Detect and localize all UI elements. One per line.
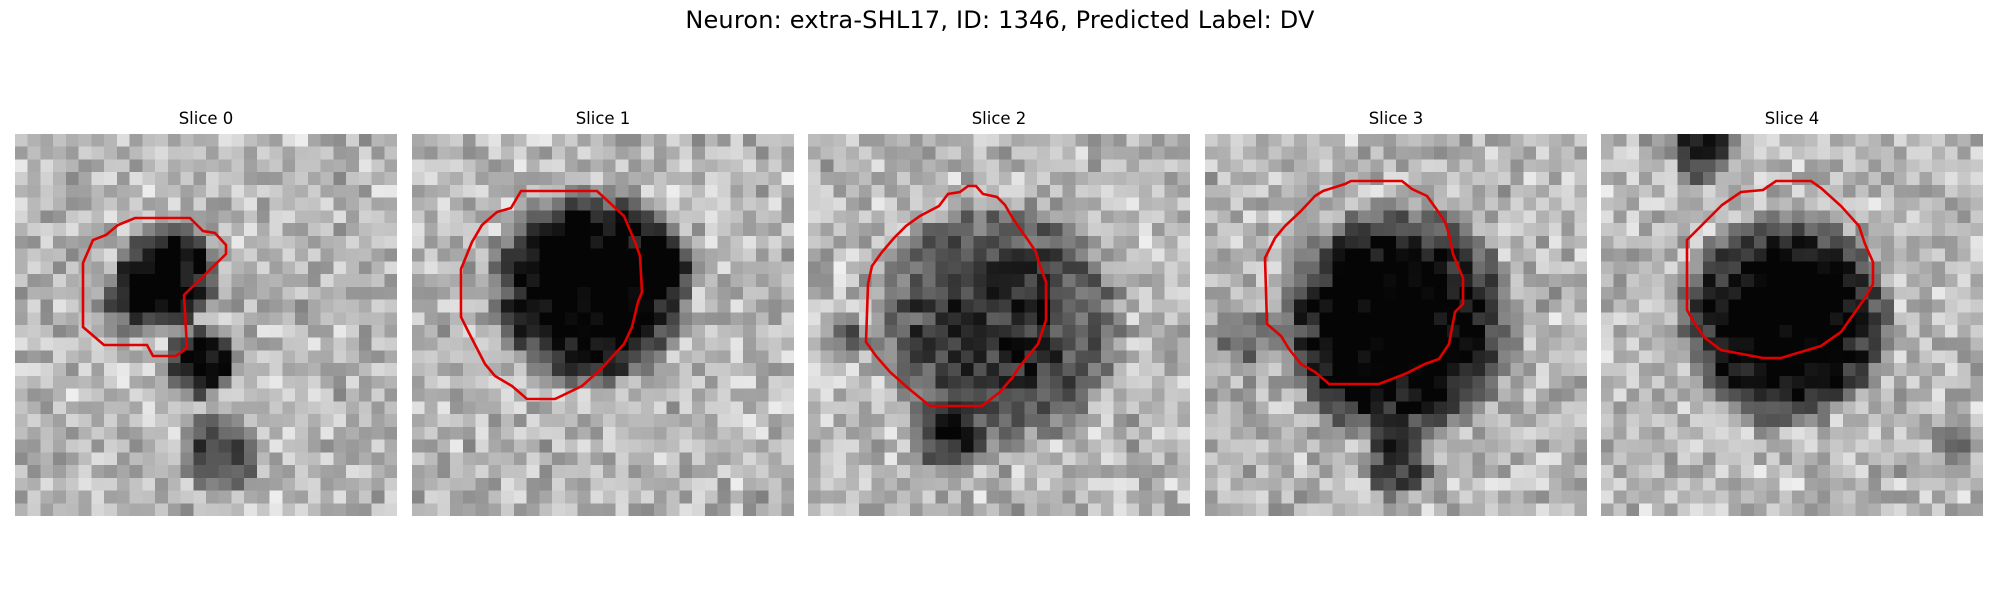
neuron-contour-2 bbox=[864, 184, 1048, 408]
slice-title-1: Slice 1 bbox=[575, 109, 631, 128]
slice-image-2 bbox=[808, 134, 1190, 516]
neuron-contour-1 bbox=[459, 189, 644, 401]
slice-title-2: Slice 2 bbox=[971, 109, 1027, 128]
contour-overlay-0 bbox=[81, 216, 228, 358]
neuron-contour-3 bbox=[1263, 179, 1465, 386]
slice-panel-2: Slice 2 bbox=[808, 108, 1190, 516]
contour-overlay-4 bbox=[1685, 179, 1875, 360]
slice-title-4: Slice 4 bbox=[1764, 109, 1820, 128]
slice-image-3 bbox=[1205, 134, 1587, 516]
slice-panel-4: Slice 4 bbox=[1601, 108, 1983, 516]
slice-panel-1: Slice 1 bbox=[412, 108, 794, 516]
slice-image-1 bbox=[412, 134, 794, 516]
grayscale-slice-0 bbox=[15, 134, 397, 516]
slice-title-3: Slice 3 bbox=[1368, 109, 1424, 128]
contour-overlay-2 bbox=[864, 184, 1048, 408]
contour-overlay-1 bbox=[459, 189, 644, 401]
grayscale-slice-4 bbox=[1601, 134, 1983, 516]
slice-image-4 bbox=[1601, 134, 1983, 516]
slice-panel-0: Slice 0 bbox=[15, 108, 397, 516]
neuron-contour-0 bbox=[81, 216, 228, 358]
slice-panel-3: Slice 3 bbox=[1205, 108, 1587, 516]
contour-overlay-3 bbox=[1263, 179, 1465, 386]
slice-title-0: Slice 0 bbox=[178, 109, 234, 128]
neuron-contour-4 bbox=[1685, 179, 1875, 360]
figure-title: Neuron: extra-SHL17, ID: 1346, Predicted… bbox=[685, 6, 1315, 34]
slice-image-0 bbox=[15, 134, 397, 516]
